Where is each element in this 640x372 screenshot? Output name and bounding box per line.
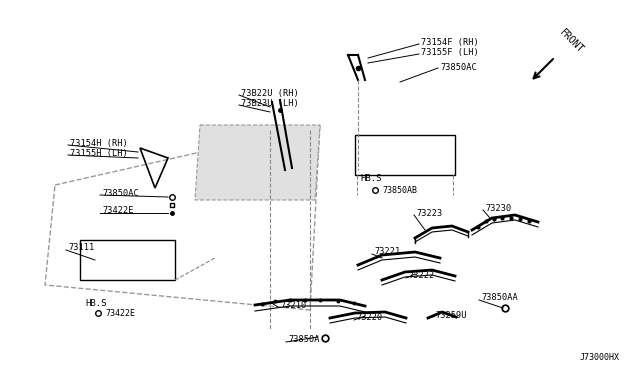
Text: 73155H (LH): 73155H (LH) — [70, 148, 128, 157]
Text: 73850AA: 73850AA — [481, 294, 518, 302]
Text: 73210: 73210 — [280, 301, 307, 310]
Bar — [355, 135, 455, 175]
Text: FRONT: FRONT — [557, 27, 585, 55]
Text: 73850AB: 73850AB — [382, 186, 417, 195]
Text: 73155F (LH): 73155F (LH) — [421, 48, 479, 57]
Text: 73850AC: 73850AC — [440, 62, 477, 71]
Text: 73222: 73222 — [408, 272, 435, 280]
Text: 73221: 73221 — [374, 247, 400, 257]
Text: HB.S: HB.S — [85, 298, 106, 308]
Text: 73B22U (RH): 73B22U (RH) — [241, 89, 299, 97]
Polygon shape — [195, 125, 320, 200]
Text: 73259U: 73259U — [435, 311, 467, 320]
Text: 73154H (RH): 73154H (RH) — [70, 138, 128, 148]
Text: 73154F (RH): 73154F (RH) — [421, 38, 479, 46]
Text: HB.S: HB.S — [360, 173, 381, 183]
Text: 73111: 73111 — [68, 244, 94, 253]
Text: 73422E: 73422E — [105, 308, 135, 317]
Text: 73B23U (LH): 73B23U (LH) — [241, 99, 299, 108]
Text: 73422E: 73422E — [102, 205, 134, 215]
Text: 73230: 73230 — [485, 203, 511, 212]
Text: 73223: 73223 — [416, 208, 442, 218]
Text: 73850A: 73850A — [288, 336, 319, 344]
Text: J73000HX: J73000HX — [580, 353, 620, 362]
Text: 73220: 73220 — [356, 314, 382, 323]
Text: 73850AC: 73850AC — [102, 189, 139, 198]
Bar — [80, 240, 175, 280]
